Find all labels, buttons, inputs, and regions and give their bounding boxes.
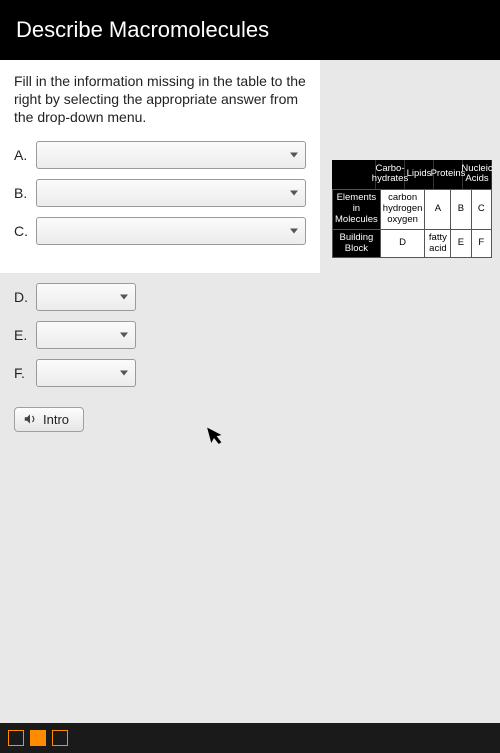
cell-elements-proteins: B bbox=[451, 189, 471, 229]
toolbar-box-icon[interactable] bbox=[8, 730, 24, 746]
th-blank bbox=[332, 160, 376, 189]
table-row: BuildingBlock D fattyacid E F bbox=[333, 229, 492, 258]
toolbar-box-icon[interactable] bbox=[30, 730, 46, 746]
label-a: A. bbox=[14, 147, 36, 163]
label-c: C. bbox=[14, 223, 36, 239]
cell-elements-carb: carbonhydrogenoxygen bbox=[380, 189, 425, 229]
title-bar: Describe Macromolecules bbox=[0, 0, 500, 60]
th-carbohydrates: Carbo-hydrates bbox=[376, 160, 405, 189]
bottom-toolbar bbox=[0, 723, 500, 753]
table-grid: Elements inMolecules carbonhydrogenoxyge… bbox=[332, 189, 492, 259]
dropdown-row-d: D. bbox=[14, 283, 486, 311]
question-panel: Fill in the information missing in the t… bbox=[0, 60, 320, 273]
page-title: Describe Macromolecules bbox=[16, 17, 269, 43]
speaker-icon bbox=[23, 412, 37, 426]
cell-block-proteins: E bbox=[451, 229, 471, 258]
table-header-row: Carbo-hydrates Lipids Proteins NucleicAc… bbox=[332, 160, 492, 189]
dropdown-f[interactable] bbox=[36, 359, 136, 387]
label-d: D. bbox=[14, 289, 36, 305]
dropdown-d[interactable] bbox=[36, 283, 136, 311]
dropdown-row-a: A. bbox=[14, 141, 306, 169]
cell-elements-lipids: A bbox=[425, 189, 451, 229]
row-header-elements: Elements inMolecules bbox=[333, 189, 381, 229]
dropdown-row-f: F. bbox=[14, 359, 486, 387]
macromolecule-table: Carbo-hydrates Lipids Proteins NucleicAc… bbox=[332, 160, 492, 258]
th-proteins: Proteins bbox=[434, 160, 463, 189]
label-e: E. bbox=[14, 327, 36, 343]
dropdown-row-c: C. bbox=[14, 217, 306, 245]
app-screen: Describe Macromolecules Fill in the info… bbox=[0, 0, 500, 753]
dropdown-c[interactable] bbox=[36, 217, 306, 245]
label-b: B. bbox=[14, 185, 36, 201]
intro-button-label: Intro bbox=[43, 412, 69, 427]
dropdown-b[interactable] bbox=[36, 179, 306, 207]
dropdown-e[interactable] bbox=[36, 321, 136, 349]
table-row: Elements inMolecules carbonhydrogenoxyge… bbox=[333, 189, 492, 229]
cell-block-lipids: fattyacid bbox=[425, 229, 451, 258]
content-body: Fill in the information missing in the t… bbox=[0, 60, 500, 753]
cell-block-carb: D bbox=[380, 229, 425, 258]
dropdown-row-b: B. bbox=[14, 179, 306, 207]
dropdown-a[interactable] bbox=[36, 141, 306, 169]
cell-block-nucleic: F bbox=[471, 229, 491, 258]
instructions-text: Fill in the information missing in the t… bbox=[14, 72, 306, 127]
cell-elements-nucleic: C bbox=[471, 189, 491, 229]
th-nucleic-acids: NucleicAcids bbox=[463, 160, 492, 189]
lower-controls: D. E. F. Intro bbox=[0, 273, 500, 432]
intro-button[interactable]: Intro bbox=[14, 407, 84, 432]
label-f: F. bbox=[14, 365, 36, 381]
row-header-building: BuildingBlock bbox=[333, 229, 381, 258]
toolbar-box-icon[interactable] bbox=[52, 730, 68, 746]
dropdown-row-e: E. bbox=[14, 321, 486, 349]
